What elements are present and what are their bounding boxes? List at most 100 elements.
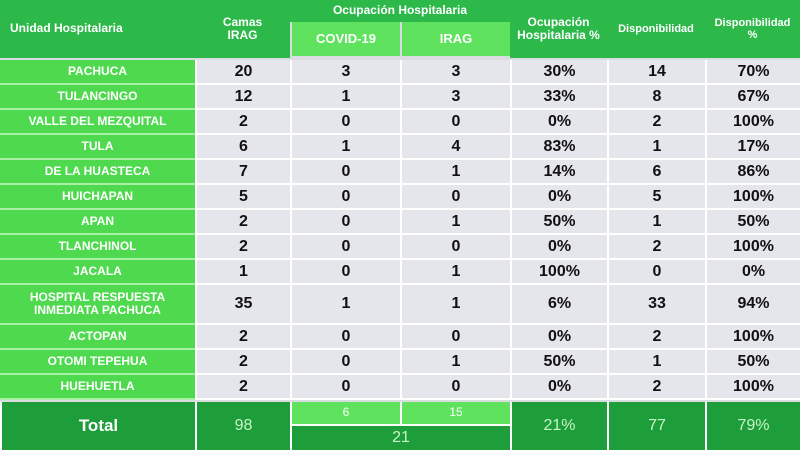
value-cell: 0 xyxy=(290,210,400,235)
hospital-name: JACALA xyxy=(0,260,195,285)
hospital-name: APAN xyxy=(0,210,195,235)
value-cell: 5 xyxy=(607,185,705,210)
value-cell: 0 xyxy=(290,325,400,350)
value-cell: 7 xyxy=(195,160,290,185)
value-cell: 14 xyxy=(607,60,705,85)
hospital-name: HUEHUETLA xyxy=(0,375,195,400)
hospital-name: ACTOPAN xyxy=(0,325,195,350)
value-cell: 1 xyxy=(400,210,510,235)
value-cell: 0 xyxy=(290,160,400,185)
value-cell: 0 xyxy=(400,235,510,260)
total-cell: 21% xyxy=(510,402,607,450)
header-cell: COVID-19 xyxy=(292,22,400,56)
value-cell: 0 xyxy=(290,375,400,400)
value-cell: 1 xyxy=(400,285,510,325)
value-cell: 100% xyxy=(705,185,800,210)
value-cell: 50% xyxy=(510,210,607,235)
value-cell: 1 xyxy=(400,350,510,375)
value-cell: 1 xyxy=(607,350,705,375)
value-cell: 83% xyxy=(510,135,607,160)
total-cell: 79% xyxy=(705,402,800,450)
header-cell: Camas IRAG xyxy=(195,0,290,58)
value-cell: 2 xyxy=(195,350,290,375)
value-cell: 0% xyxy=(510,185,607,210)
value-cell: 0 xyxy=(400,110,510,135)
value-cell: 50% xyxy=(510,350,607,375)
value-cell: 2 xyxy=(195,210,290,235)
hospital-name: HOSPITAL RESPUESTA INMEDIATA PACHUCA xyxy=(0,285,195,325)
value-cell: 0% xyxy=(510,375,607,400)
value-cell: 0% xyxy=(510,235,607,260)
value-cell: 3 xyxy=(400,60,510,85)
value-cell: 3 xyxy=(400,85,510,110)
value-cell: 12 xyxy=(195,85,290,110)
header-cell: IRAG xyxy=(402,22,510,56)
value-cell: 0 xyxy=(290,260,400,285)
value-cell: 0 xyxy=(400,325,510,350)
total-label: Total xyxy=(0,402,195,450)
value-cell: 3 xyxy=(290,60,400,85)
total-cell: 6 xyxy=(290,402,400,426)
value-cell: 100% xyxy=(705,375,800,400)
value-cell: 100% xyxy=(705,235,800,260)
value-cell: 86% xyxy=(705,160,800,185)
total-cell: 15 xyxy=(400,402,510,426)
value-cell: 0 xyxy=(290,350,400,375)
value-cell: 1 xyxy=(400,160,510,185)
total-cell: 77 xyxy=(607,402,705,450)
value-cell: 1 xyxy=(607,135,705,160)
value-cell: 2 xyxy=(607,325,705,350)
value-cell: 94% xyxy=(705,285,800,325)
value-cell: 17% xyxy=(705,135,800,160)
value-cell: 4 xyxy=(400,135,510,160)
hospital-name: DE LA HUASTECA xyxy=(0,160,195,185)
value-cell: 0 xyxy=(290,235,400,260)
value-cell: 33 xyxy=(607,285,705,325)
value-cell: 5 xyxy=(195,185,290,210)
total-cell: 98 xyxy=(195,402,290,450)
hospital-name: OTOMI TEPEHUA xyxy=(0,350,195,375)
value-cell: 2 xyxy=(607,110,705,135)
value-cell: 1 xyxy=(195,260,290,285)
value-cell: 14% xyxy=(510,160,607,185)
value-cell: 0% xyxy=(705,260,800,285)
value-cell: 33% xyxy=(510,85,607,110)
value-cell: 2 xyxy=(195,375,290,400)
hospital-name: TULANCINGO xyxy=(0,85,195,110)
hospital-name: TULA xyxy=(0,135,195,160)
value-cell: 6 xyxy=(195,135,290,160)
value-cell: 0% xyxy=(510,325,607,350)
value-cell: 2 xyxy=(195,110,290,135)
hospital-name: HUICHAPAN xyxy=(0,185,195,210)
value-cell: 2 xyxy=(195,325,290,350)
value-cell: 67% xyxy=(705,85,800,110)
total-cell: 21 xyxy=(290,426,510,450)
value-cell: 1 xyxy=(400,260,510,285)
header-cell: Disponibilidad % xyxy=(705,0,800,58)
value-cell: 0 xyxy=(400,185,510,210)
value-cell: 0 xyxy=(290,110,400,135)
value-cell: 1 xyxy=(290,135,400,160)
value-cell: 2 xyxy=(607,235,705,260)
value-cell: 0 xyxy=(400,375,510,400)
header-cell: Disponibilidad xyxy=(607,0,705,58)
header-cell: Ocupación Hospitalaria xyxy=(290,0,510,22)
value-cell: 30% xyxy=(510,60,607,85)
value-cell: 2 xyxy=(195,235,290,260)
value-cell: 0 xyxy=(290,185,400,210)
value-cell: 20 xyxy=(195,60,290,85)
value-cell: 0 xyxy=(607,260,705,285)
value-cell: 6 xyxy=(607,160,705,185)
value-cell: 8 xyxy=(607,85,705,110)
value-cell: 100% xyxy=(705,325,800,350)
value-cell: 6% xyxy=(510,285,607,325)
value-cell: 1 xyxy=(290,85,400,110)
value-cell: 100% xyxy=(705,110,800,135)
header-cell: Ocupación Hospitalaria % xyxy=(510,0,607,58)
value-cell: 50% xyxy=(705,210,800,235)
value-cell: 1 xyxy=(607,210,705,235)
hospital-name: PACHUCA xyxy=(0,60,195,85)
hospital-name: TLANCHINOL xyxy=(0,235,195,260)
header-cell: Unidad Hospitalaria xyxy=(0,0,195,58)
